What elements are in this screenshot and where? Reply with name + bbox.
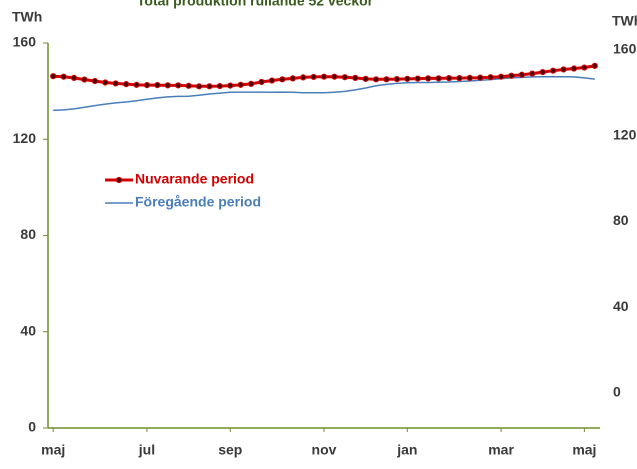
series-marker xyxy=(550,67,557,74)
series-marker xyxy=(206,83,213,90)
series-marker xyxy=(425,75,432,82)
series-marker xyxy=(320,73,328,80)
y2-tick-label: 160 xyxy=(613,41,637,57)
series-marker xyxy=(508,72,515,79)
series-marker xyxy=(383,76,390,83)
series-marker xyxy=(487,74,494,81)
series-marker xyxy=(352,74,359,81)
y2-tick-label: 80 xyxy=(613,212,629,228)
series-marker xyxy=(435,75,442,82)
series-marker xyxy=(518,71,525,78)
y-tick-label: 40 xyxy=(20,322,36,338)
series-marker xyxy=(539,69,546,76)
series-marker xyxy=(362,75,369,82)
series-marker xyxy=(372,76,380,83)
x-tick-label: nov xyxy=(312,442,337,458)
series-marker xyxy=(414,75,421,82)
series-marker xyxy=(331,73,338,80)
series-marker xyxy=(404,75,411,82)
series-marker xyxy=(497,73,505,80)
series-marker xyxy=(445,75,453,82)
legend-label: Föregående period xyxy=(135,194,261,210)
series-marker xyxy=(289,75,296,82)
series-marker xyxy=(164,82,171,89)
series-marker xyxy=(268,77,276,84)
series-marker xyxy=(123,81,130,88)
series-line xyxy=(53,75,595,112)
series-marker xyxy=(227,82,234,89)
legend-marker xyxy=(115,176,123,184)
x-tick-label: jul xyxy=(138,442,155,458)
chart-title: Total produktion rullande 52 veckor xyxy=(137,0,374,9)
series-marker xyxy=(175,82,182,89)
series-marker xyxy=(300,74,307,81)
y-tick-label: 120 xyxy=(13,130,37,146)
series-marker xyxy=(133,81,140,88)
series-marker xyxy=(529,70,536,77)
y2-tick-label: 40 xyxy=(613,298,629,314)
x-tick-label: maj xyxy=(572,442,596,458)
series-marker xyxy=(341,74,348,81)
x-tick-label: jan xyxy=(396,442,417,458)
series-marker xyxy=(185,82,192,89)
series-marker xyxy=(70,74,78,81)
series-marker xyxy=(310,73,317,81)
series-marker xyxy=(154,82,161,89)
series-marker xyxy=(570,65,578,72)
series-marker xyxy=(477,74,484,81)
legend-label: Nuvarande period xyxy=(135,171,254,187)
series-marker xyxy=(112,80,119,87)
series-marker xyxy=(466,74,473,81)
x-tick-label: sep xyxy=(218,442,242,458)
y2-axis-label: TWh xyxy=(612,13,637,29)
series-marker xyxy=(237,81,244,88)
series-marker xyxy=(279,76,286,83)
series-marker xyxy=(81,76,88,83)
series-marker xyxy=(456,75,463,82)
y-axis-label: TWh xyxy=(12,9,42,25)
series-marker xyxy=(591,62,598,69)
series-marker xyxy=(247,80,255,88)
y-tick-label: 0 xyxy=(28,419,36,435)
x-tick-label: maj xyxy=(41,442,65,458)
x-tick-label: mar xyxy=(488,442,514,458)
series-marker xyxy=(258,78,265,86)
series-marker xyxy=(195,83,203,90)
series-marker xyxy=(143,82,151,89)
y2-tick-label: 120 xyxy=(613,126,637,142)
series-marker xyxy=(60,73,67,80)
series-marker xyxy=(102,79,109,86)
series-marker xyxy=(216,82,223,90)
y2-tick-label: 0 xyxy=(613,384,621,400)
series-marker xyxy=(393,75,401,83)
series-marker xyxy=(91,77,98,85)
series-marker xyxy=(581,64,588,71)
y-tick-label: 80 xyxy=(20,226,36,242)
series-marker xyxy=(50,73,57,80)
y-tick-label: 160 xyxy=(13,34,37,50)
series-marker xyxy=(560,66,567,73)
